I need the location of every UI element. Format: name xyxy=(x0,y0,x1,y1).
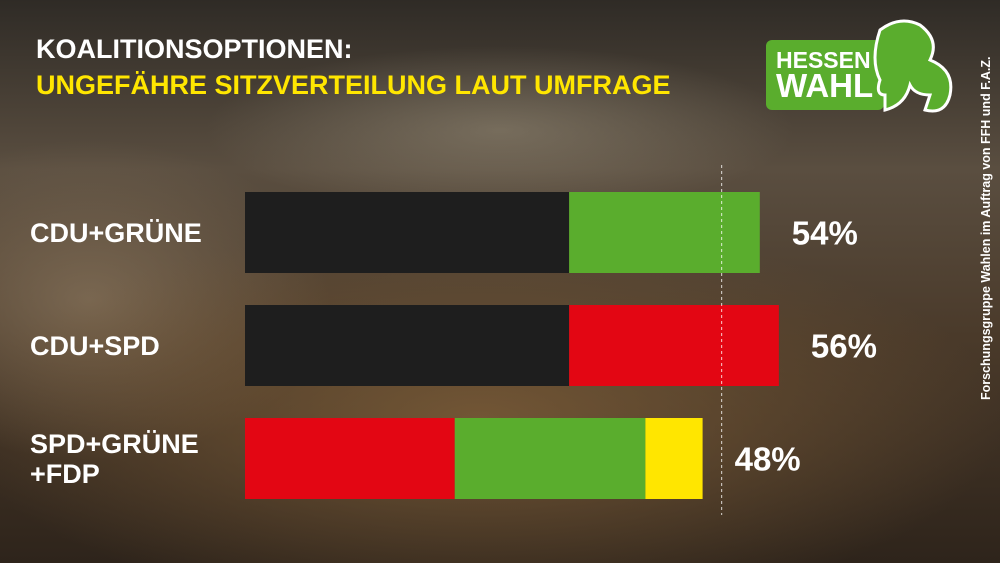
category-label: CDU+SPD xyxy=(30,330,160,361)
logo-box xyxy=(766,40,884,110)
total-label: 56% xyxy=(811,328,877,365)
category-label: SPD+GRÜNE +FDP xyxy=(30,428,199,489)
total-label: 48% xyxy=(735,441,801,478)
category-label: CDU+GRÜNE xyxy=(30,217,202,248)
chart-title: KOALITIONSOPTIONEN: xyxy=(36,34,353,64)
logo: HESSEN WAHL xyxy=(766,19,953,113)
bar-segment xyxy=(245,418,455,499)
chart-subtitle: UNGEFÄHRE SITZVERTEILUNG LAUT UMFRAGE xyxy=(36,70,671,100)
total-label: 54% xyxy=(792,215,858,252)
source-note: Forschungsgruppe Wahlen im Auftrag von F… xyxy=(979,56,993,400)
bar-segment xyxy=(245,192,570,273)
bar-segment xyxy=(454,418,646,499)
logo-lion xyxy=(873,19,953,113)
bar-segment xyxy=(569,192,760,273)
bar-segment xyxy=(569,305,779,386)
logo-text: WAHL xyxy=(776,67,873,104)
bar-segment xyxy=(645,418,703,499)
bar-segment xyxy=(245,305,570,386)
logo-text: HESSEN xyxy=(776,47,871,73)
